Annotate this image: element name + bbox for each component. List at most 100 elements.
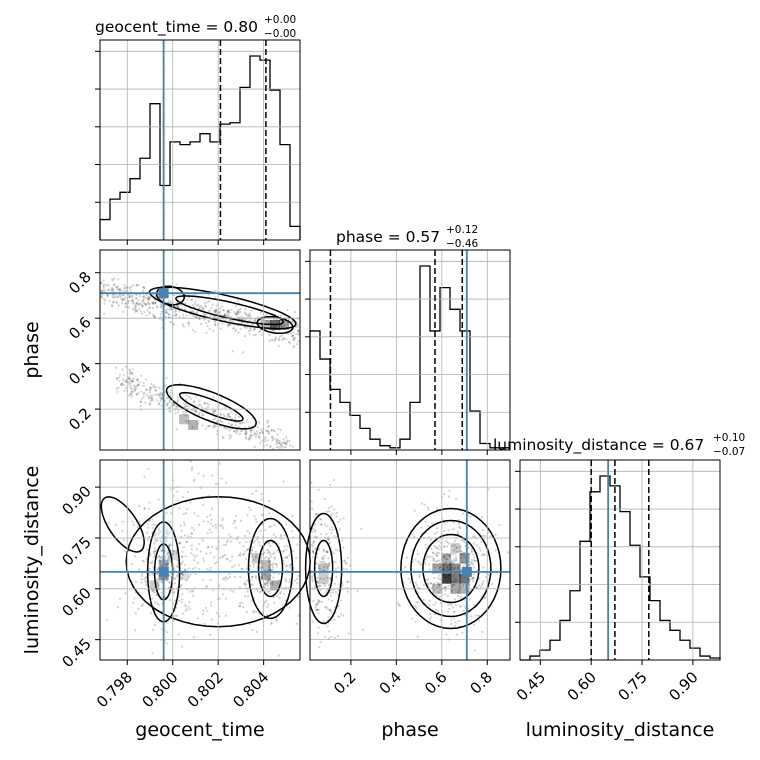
scatter-point bbox=[437, 540, 440, 543]
scatter-point bbox=[314, 529, 317, 532]
scatter-point bbox=[323, 523, 327, 526]
scatter-point bbox=[127, 306, 130, 309]
scatter-point bbox=[143, 311, 146, 314]
scatter-point bbox=[166, 301, 170, 304]
scatter-point bbox=[277, 442, 280, 445]
scatter-point bbox=[168, 531, 171, 534]
scatter-point bbox=[426, 506, 430, 509]
scatter-point bbox=[339, 613, 343, 616]
scatter-point bbox=[241, 318, 244, 321]
y-tick-label: 0.45 bbox=[58, 635, 94, 671]
scatter-point bbox=[359, 527, 363, 531]
scatter-point bbox=[112, 284, 115, 287]
scatter-point bbox=[250, 309, 253, 312]
scatter-point bbox=[135, 284, 138, 287]
scatter-point bbox=[194, 300, 197, 303]
scatter-point bbox=[338, 615, 341, 619]
scatter-point bbox=[184, 302, 187, 305]
scatter-point bbox=[472, 563, 475, 566]
scatter-point bbox=[134, 612, 137, 615]
scatter-point bbox=[165, 311, 168, 315]
scatter-point bbox=[316, 603, 319, 607]
scatter-point bbox=[235, 312, 239, 315]
scatter-point bbox=[149, 386, 152, 389]
scatter-point bbox=[271, 329, 274, 332]
scatter-point bbox=[281, 442, 284, 445]
scatter-point bbox=[153, 315, 156, 319]
scatter-point bbox=[471, 576, 474, 579]
scatter-point bbox=[206, 424, 210, 428]
title-luminosity-distance-sup: +0.10 bbox=[713, 432, 745, 444]
scatter-point bbox=[427, 583, 430, 586]
scatter-point bbox=[279, 429, 282, 432]
scatter-point bbox=[129, 289, 133, 292]
scatter-point bbox=[176, 304, 180, 307]
scatter-point bbox=[437, 583, 440, 586]
scatter-point bbox=[327, 583, 331, 587]
scatter-point bbox=[438, 544, 441, 547]
scatter-point bbox=[275, 563, 278, 566]
scatter-point bbox=[180, 555, 184, 558]
scatter-point bbox=[191, 303, 194, 307]
scatter-point bbox=[297, 595, 300, 599]
scatter-point bbox=[267, 333, 271, 336]
title-geocent-time-sub: −0.00 bbox=[264, 28, 296, 40]
scatter-point bbox=[289, 444, 292, 447]
scatter-point bbox=[146, 531, 149, 534]
scatter-point bbox=[457, 522, 460, 525]
scatter-point bbox=[160, 393, 163, 396]
scatter-point bbox=[311, 549, 315, 553]
scatter-point bbox=[150, 396, 154, 400]
scatter-point bbox=[142, 381, 145, 384]
scatter-point bbox=[228, 311, 231, 315]
scatter-point bbox=[152, 591, 156, 594]
scatter-point bbox=[452, 583, 455, 586]
scatter-point bbox=[140, 581, 143, 584]
scatter-point bbox=[127, 293, 130, 296]
scatter-point bbox=[141, 285, 145, 289]
truth-layer bbox=[100, 40, 610, 660]
scatter-point bbox=[260, 577, 264, 580]
scatter-point bbox=[195, 554, 199, 557]
scatter-point bbox=[141, 559, 144, 562]
scatter-point bbox=[180, 583, 183, 587]
scatter-point bbox=[405, 556, 408, 559]
scatter-point bbox=[459, 568, 462, 572]
xlabel-luminosity-distance: luminosity_distance bbox=[526, 719, 715, 741]
scatter-point bbox=[275, 437, 278, 441]
scatter-point bbox=[148, 501, 151, 504]
scatter-point bbox=[210, 604, 213, 607]
scatter-point bbox=[148, 573, 151, 576]
scatter-point bbox=[241, 601, 244, 605]
scatter-point bbox=[274, 556, 277, 559]
scatter-point bbox=[173, 582, 177, 585]
scatter-point bbox=[149, 395, 152, 398]
scatter-point bbox=[285, 439, 289, 442]
xlabel-phase: phase bbox=[381, 719, 438, 741]
scatter-point bbox=[268, 566, 271, 569]
scatter-point bbox=[239, 311, 242, 314]
scatter-point bbox=[221, 555, 224, 558]
scatter-point bbox=[233, 430, 236, 433]
scatter-point bbox=[116, 295, 120, 299]
scatter-point bbox=[204, 427, 208, 430]
scatter-point bbox=[268, 526, 271, 529]
scatter-point bbox=[105, 284, 108, 287]
scatter-point bbox=[270, 563, 273, 566]
scatter-point bbox=[134, 580, 138, 584]
scatter-point bbox=[234, 312, 238, 316]
scatter-point bbox=[248, 435, 251, 439]
scatter-point bbox=[112, 296, 116, 299]
scatter-point bbox=[245, 431, 248, 434]
scatter-point bbox=[228, 437, 231, 440]
scatter-point bbox=[157, 402, 160, 406]
scatter-point bbox=[317, 566, 321, 570]
scatter-point bbox=[265, 443, 269, 447]
scatter-point bbox=[270, 435, 274, 438]
scatter-point bbox=[176, 499, 179, 502]
scatter-point bbox=[327, 637, 330, 640]
scatter-point bbox=[452, 558, 456, 561]
scatter-point bbox=[152, 556, 155, 559]
scatter-point bbox=[165, 564, 168, 567]
scatter-point bbox=[135, 309, 138, 312]
